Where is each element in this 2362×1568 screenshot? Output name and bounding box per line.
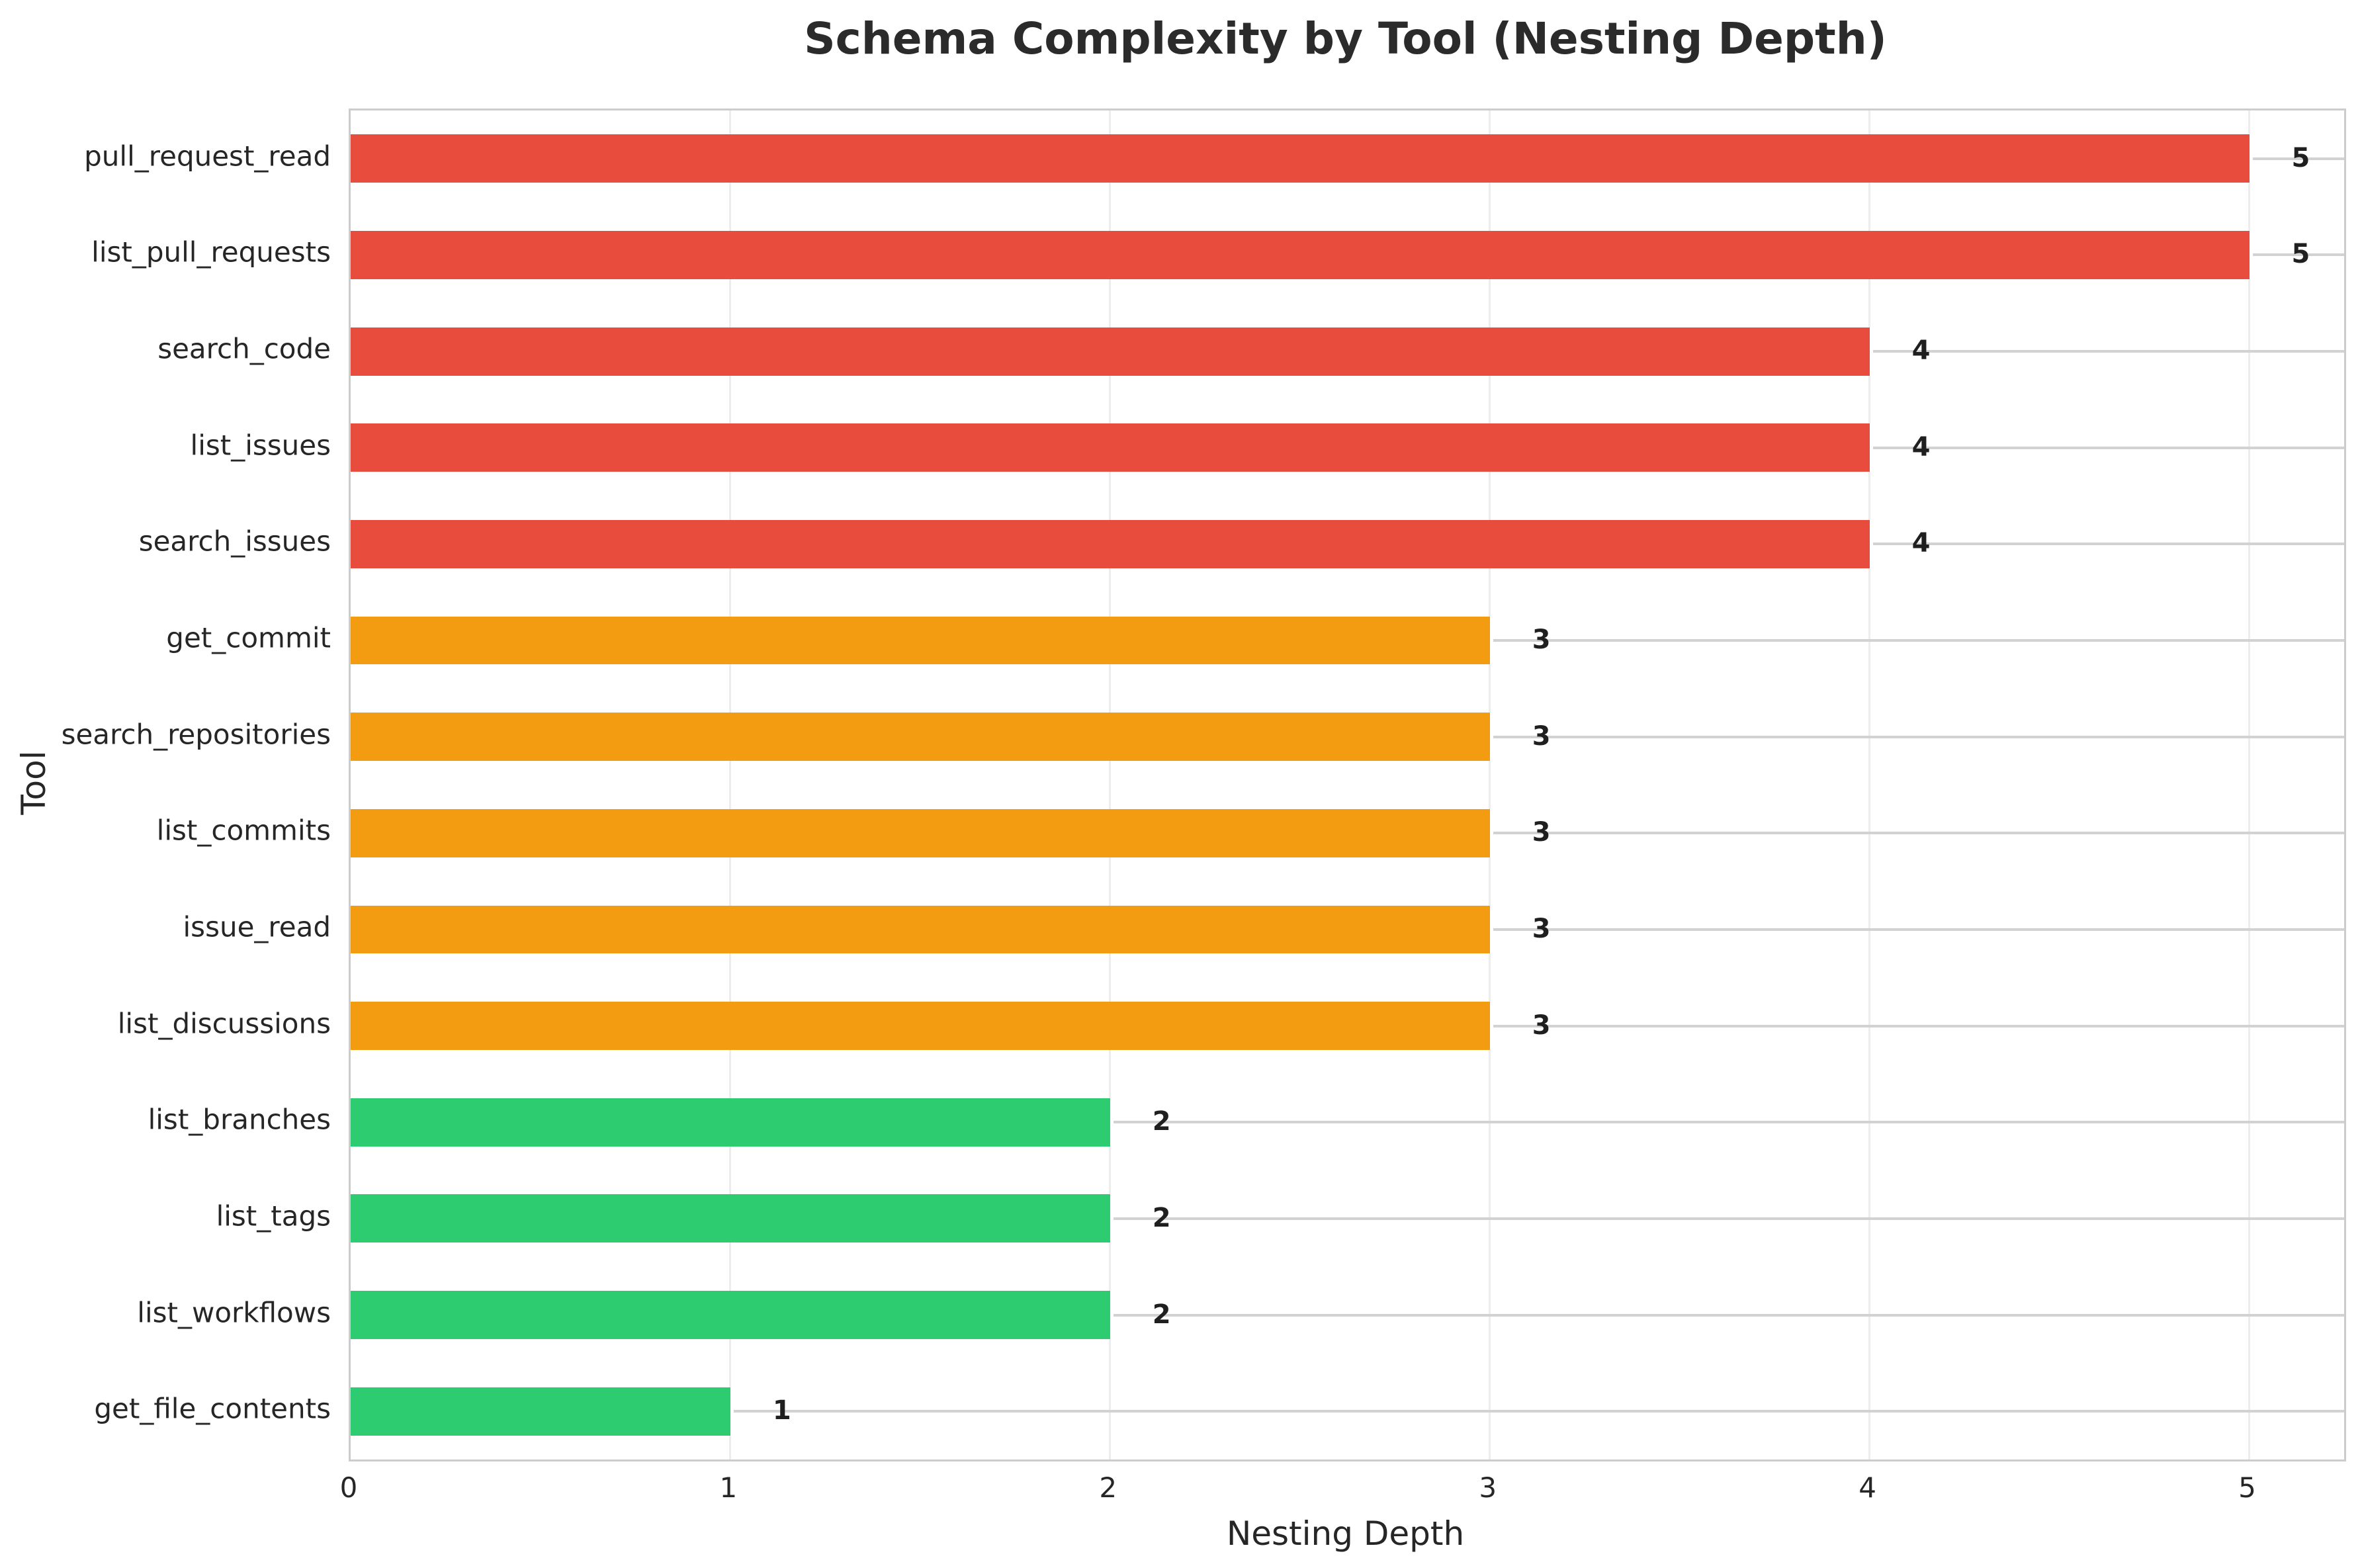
bar bbox=[351, 1002, 1490, 1050]
bar-value-label: 4 bbox=[1911, 528, 1931, 559]
y-tick-label: get_commit bbox=[166, 621, 331, 654]
bar bbox=[351, 808, 1490, 857]
y-tick-label: list_workflows bbox=[137, 1296, 331, 1329]
y-tick-label: list_tags bbox=[216, 1199, 331, 1233]
bar-value-label: 2 bbox=[1152, 1202, 1171, 1233]
bar-value-label: 4 bbox=[1911, 431, 1931, 462]
bar-value-label: 1 bbox=[772, 1395, 791, 1426]
grid-line-vertical bbox=[1109, 110, 1112, 1459]
bar bbox=[351, 134, 2250, 183]
y-tick-label: list_discussions bbox=[117, 1007, 331, 1040]
y-tick-label: pull_request_read bbox=[84, 140, 331, 173]
y-tick-label: get_file_contents bbox=[94, 1392, 331, 1425]
grid-line-vertical bbox=[1489, 110, 1491, 1459]
bar-value-label: 2 bbox=[1152, 1106, 1171, 1137]
y-tick-label: issue_read bbox=[183, 910, 331, 943]
bar bbox=[351, 616, 1490, 665]
x-tick-label: 0 bbox=[339, 1471, 358, 1504]
bar bbox=[351, 423, 1870, 472]
grid-line-horizontal bbox=[351, 1217, 2344, 1220]
y-tick-label: list_pull_requests bbox=[91, 236, 331, 269]
x-tick-label: 4 bbox=[1859, 1471, 1876, 1504]
bar-value-label: 3 bbox=[1532, 625, 1551, 656]
x-axis-tick-labels: 0 1 2 3 4 5 bbox=[340, 1471, 2342, 1511]
grid-line-horizontal bbox=[351, 1121, 2344, 1124]
bar-value-label: 3 bbox=[1532, 914, 1551, 945]
bar bbox=[351, 519, 1870, 568]
bar bbox=[351, 327, 1870, 376]
bar bbox=[351, 905, 1490, 954]
x-tick-label: 1 bbox=[719, 1471, 738, 1504]
bar bbox=[351, 1194, 1110, 1243]
plot-area: 5 5 4 4 4 3 3 3 3 3 2 2 2 1 bbox=[349, 109, 2346, 1461]
y-tick-label: search_code bbox=[157, 332, 331, 365]
y-tick-label: list_issues bbox=[190, 429, 331, 462]
grid-line-horizontal bbox=[351, 1313, 2344, 1317]
chart-title: Schema Complexity by Tool (Nesting Depth… bbox=[804, 13, 1887, 64]
y-tick-label: list_commits bbox=[156, 814, 331, 847]
y-axis-label: Tool bbox=[15, 750, 53, 815]
bar bbox=[351, 1291, 1110, 1339]
bar-value-label: 5 bbox=[2291, 239, 2310, 270]
bar bbox=[351, 1098, 1110, 1147]
bar-value-label: 3 bbox=[1532, 1010, 1551, 1041]
x-tick-label: 5 bbox=[2238, 1471, 2256, 1504]
bar-value-label: 5 bbox=[2291, 142, 2310, 173]
bar bbox=[351, 1387, 730, 1436]
bar-value-label: 3 bbox=[1532, 817, 1551, 848]
x-axis-label: Nesting Depth bbox=[1226, 1514, 1465, 1553]
y-tick-label: search_issues bbox=[138, 525, 331, 558]
y-tick-label: search_repositories bbox=[61, 718, 331, 751]
grid-line-vertical bbox=[2248, 110, 2251, 1459]
grid-line-horizontal bbox=[351, 1410, 2344, 1413]
x-tick-label: 2 bbox=[1099, 1471, 1117, 1504]
grid-line-vertical bbox=[729, 110, 732, 1459]
bar-value-label: 4 bbox=[1911, 335, 1931, 367]
bar-value-label: 2 bbox=[1152, 1299, 1171, 1330]
bar bbox=[351, 231, 2250, 279]
bar-value-label: 3 bbox=[1532, 720, 1551, 752]
grid-line-vertical bbox=[1868, 110, 1871, 1459]
bar bbox=[351, 713, 1490, 762]
x-tick-label: 3 bbox=[1479, 1471, 1497, 1504]
y-tick-label: list_branches bbox=[148, 1103, 331, 1136]
